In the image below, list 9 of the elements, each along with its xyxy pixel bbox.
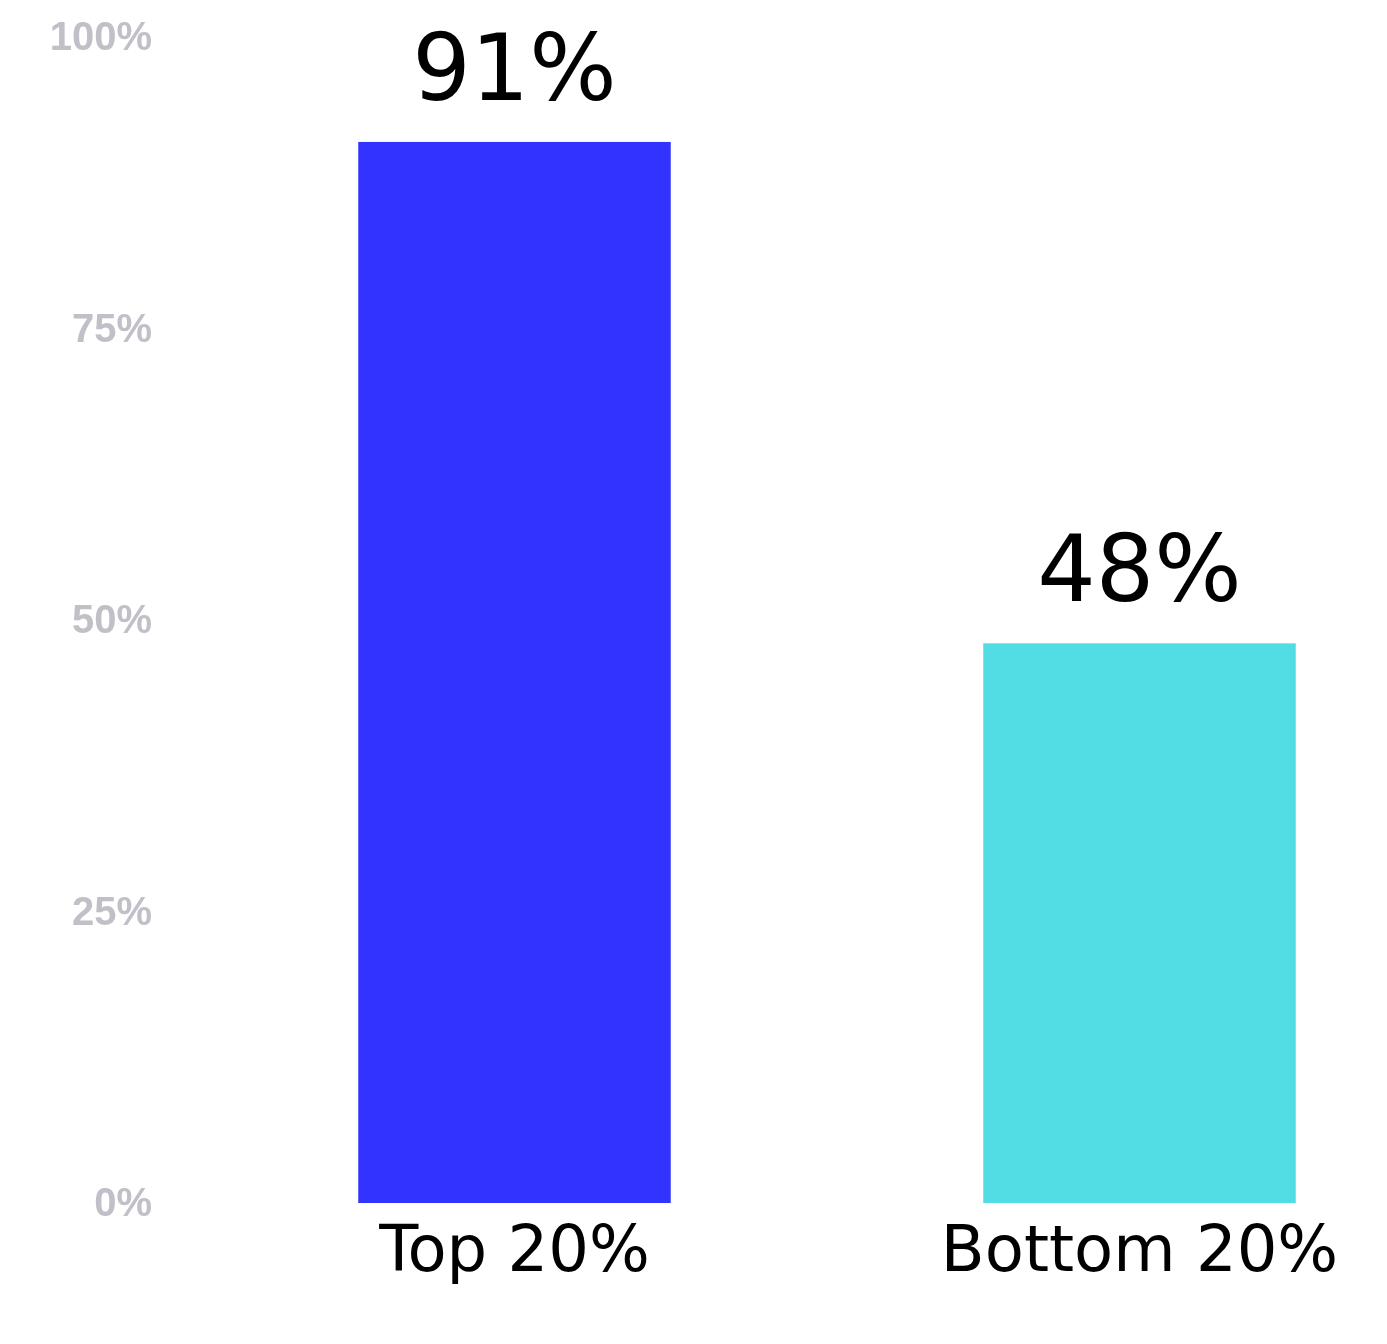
y-tick-label: 75% — [71, 305, 152, 350]
data-label: 91% — [412, 14, 617, 122]
x-tick-label: Bottom 20% — [940, 1212, 1339, 1287]
data-label: 48% — [1037, 516, 1242, 624]
y-tick-label: 50% — [71, 597, 152, 642]
y-tick-label: 100% — [49, 14, 152, 59]
y-tick-label: 25% — [71, 888, 152, 933]
x-tick-label: Top 20% — [378, 1212, 650, 1287]
y-tick-label: 0% — [94, 1180, 152, 1225]
